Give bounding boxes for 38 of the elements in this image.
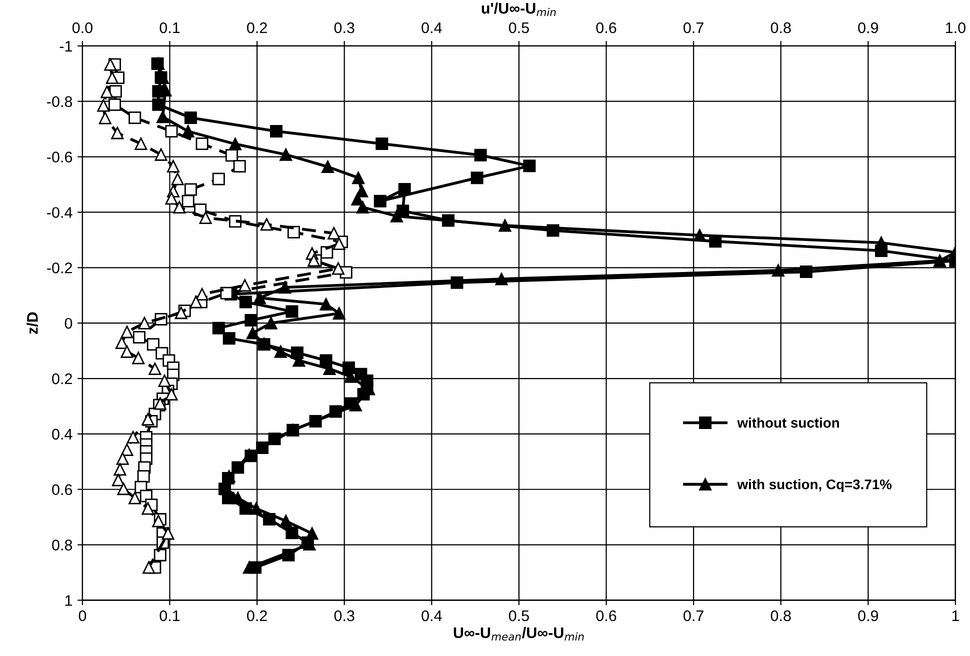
x2-tick-label: 0.2 [247, 22, 267, 34]
y-tick-label: 1 [65, 595, 72, 606]
x-tick-label: 0.2 [247, 610, 267, 622]
x-tick-label: 0.8 [770, 610, 791, 622]
x2-tick-label: 0.1 [160, 22, 180, 34]
y-tick-label: 0.8 [52, 540, 72, 550]
x2-tick-label: 0.6 [596, 22, 616, 34]
y-axis-title: z/D [26, 312, 38, 334]
x-axis-title: U∞-U$_{mean}$/U∞-U$_{min}$ [454, 626, 584, 641]
x2-axis-title: u'/U∞-U$_{min}$ [482, 2, 556, 16]
legend-label: without suction [737, 418, 839, 428]
x-tick-label: 1 [952, 610, 959, 622]
x-tick-label: 0.7 [684, 610, 704, 622]
y-tick-label: 0.6 [52, 484, 72, 496]
x-tick-label: 0.1 [160, 610, 180, 622]
x-tick-label: 0.6 [596, 610, 616, 622]
x2-tick-label: 0.4 [422, 22, 442, 34]
y-tick-label: -0.4 [47, 207, 72, 218]
x2-tick-label: 0.7 [684, 22, 704, 34]
y-tick-label: -0.8 [47, 96, 72, 108]
y-tick-label: -0.6 [47, 152, 72, 162]
x2-tick-label: 0.3 [334, 22, 354, 34]
y-tick-label: 0.4 [52, 428, 72, 440]
y-tick-label: -0.2 [47, 262, 72, 274]
y-tick-label: -1 [60, 40, 72, 52]
x-tick-label: 0.4 [422, 610, 442, 622]
x-tick-label: 0 [78, 610, 86, 622]
legend-label: with suction, Cq=3.71% [737, 479, 892, 492]
x2-tick-label: 0.8 [770, 22, 791, 34]
x2-tick-label: 0.9 [858, 22, 878, 34]
x-tick-label: 0.9 [858, 610, 878, 622]
x-tick-label: 0.5 [508, 610, 529, 622]
x-tick-label: 0.3 [334, 610, 354, 622]
x2-tick-label: 0.5 [508, 22, 529, 34]
y-tick-label: 0 [64, 318, 72, 329]
x2-tick-label: 1.0 [946, 22, 966, 34]
y-tick-label: 0.2 [52, 373, 72, 384]
x2-tick-label: 0.0 [72, 22, 92, 34]
